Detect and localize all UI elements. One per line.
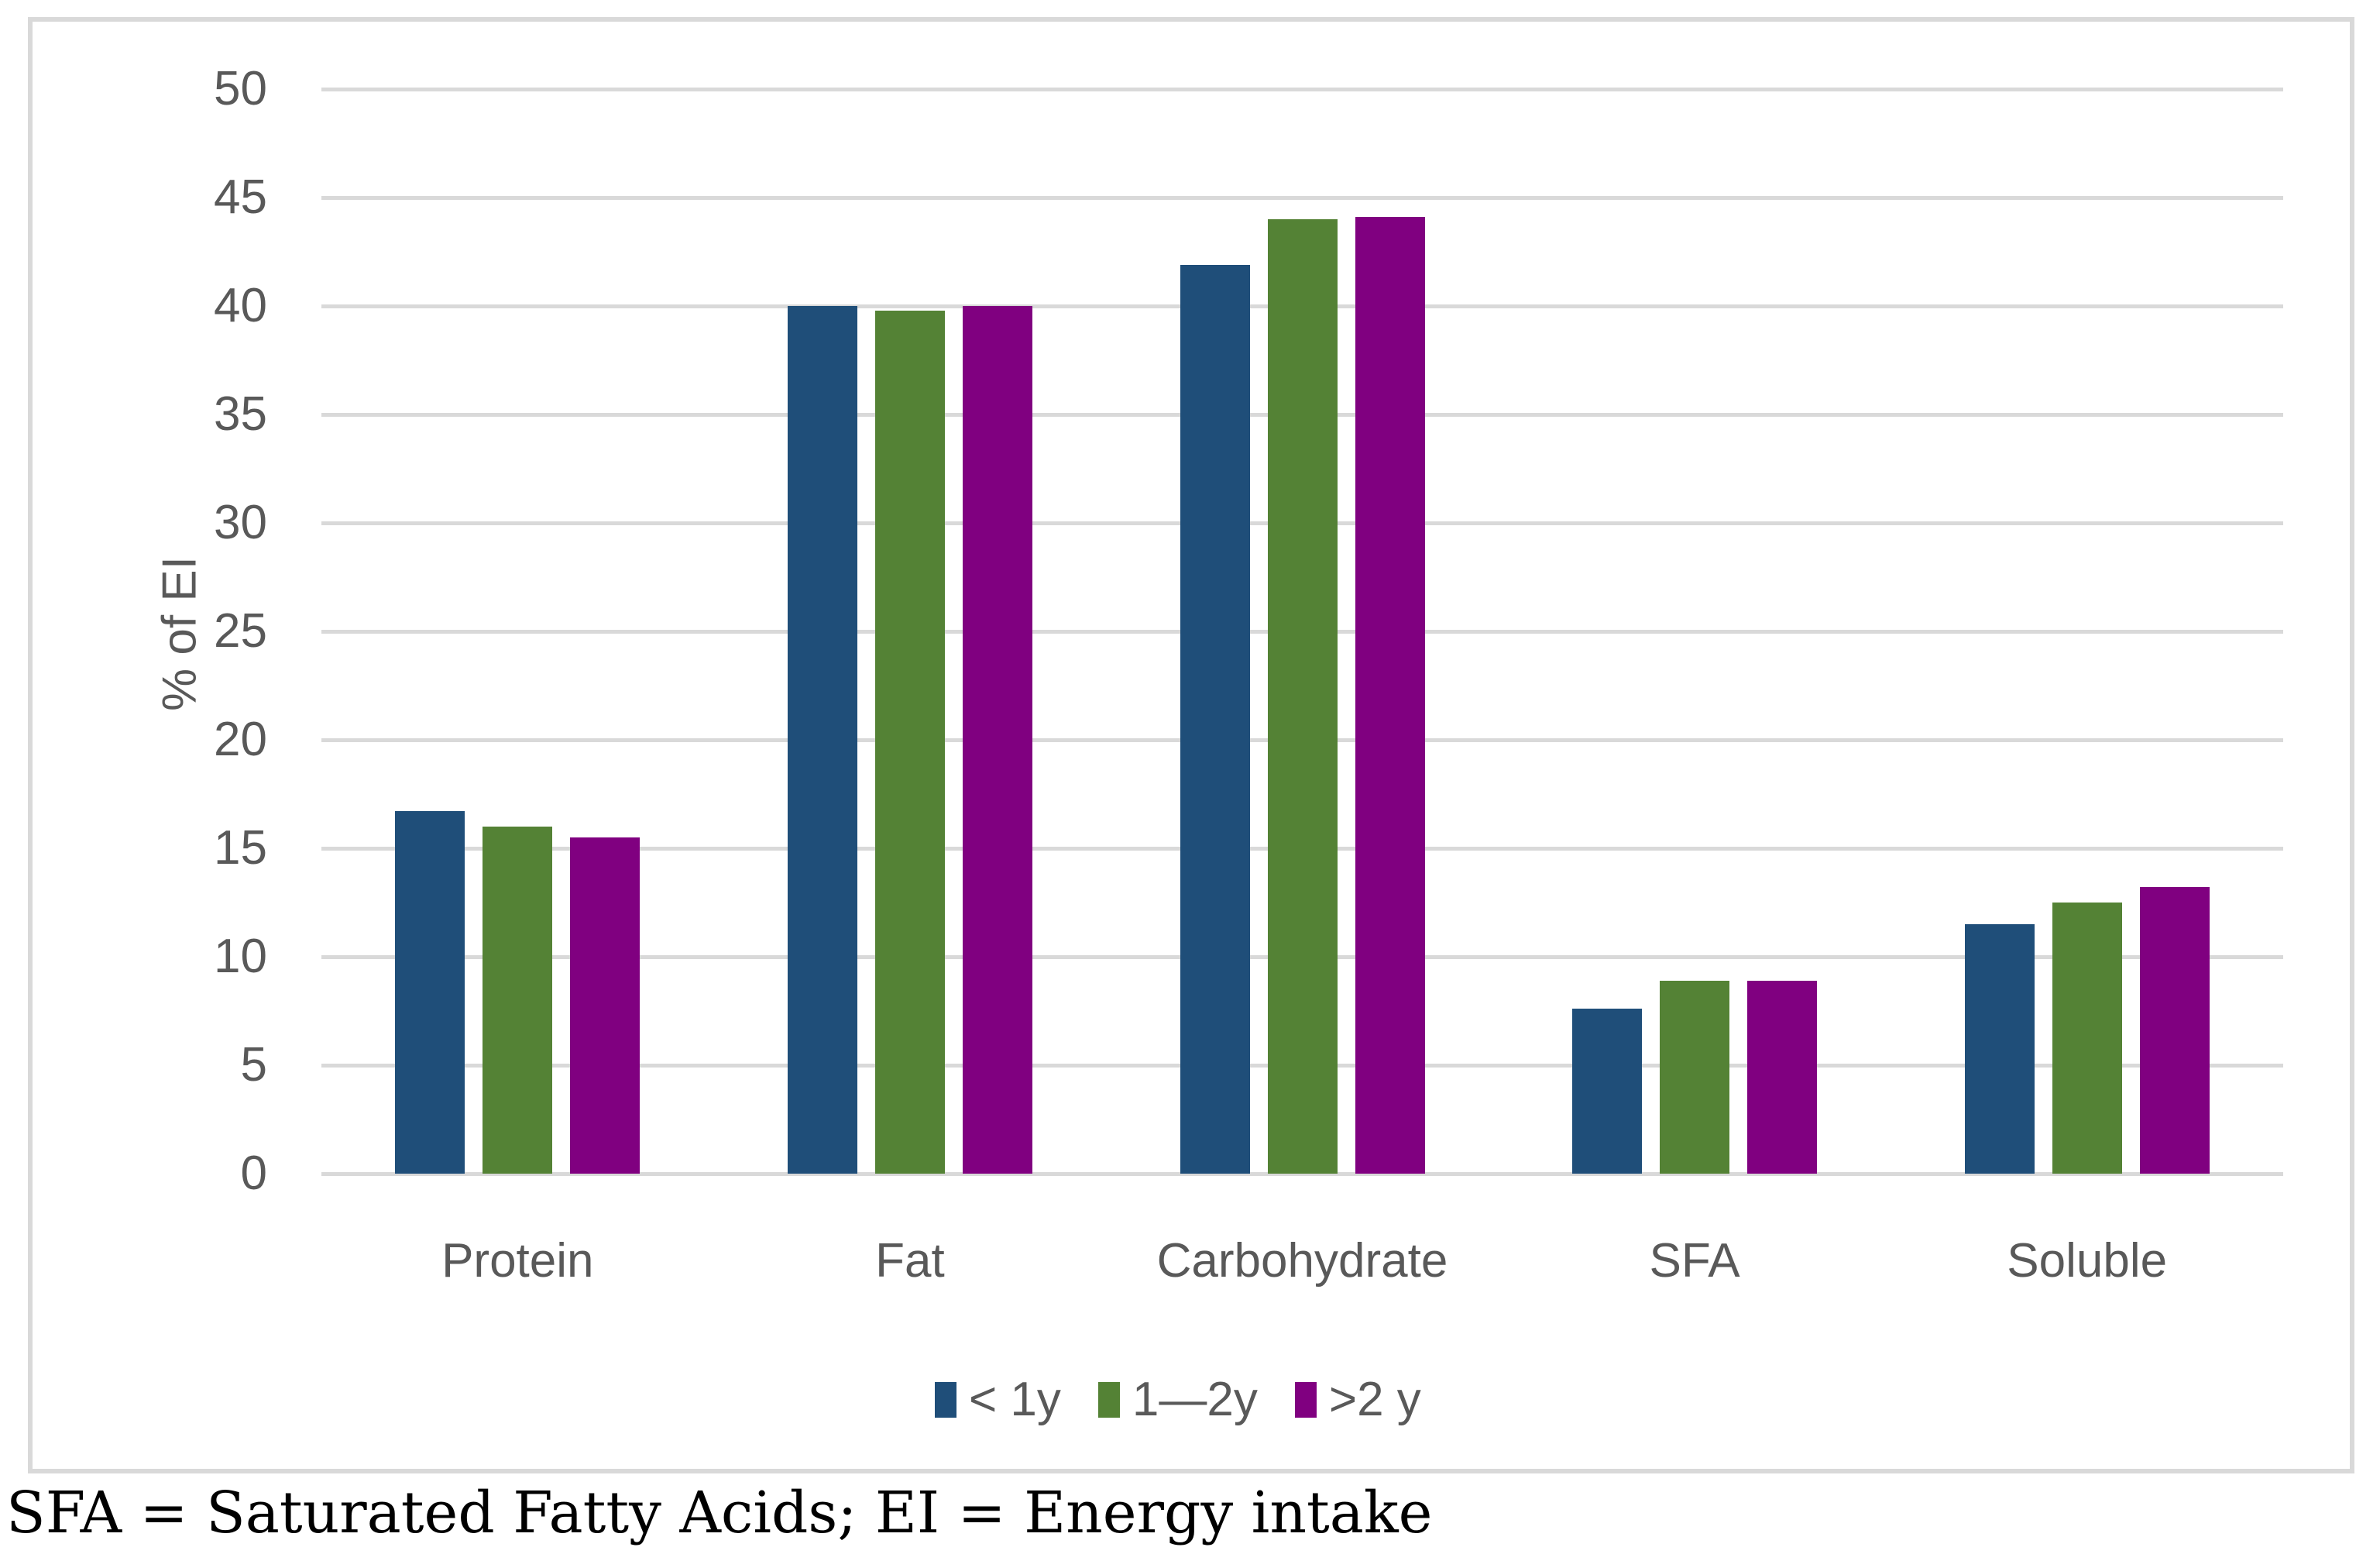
bar-carbohydrate-1-2y — [1267, 219, 1338, 1174]
legend-item-1-2y: 1—2y — [1097, 1373, 1258, 1426]
bar-sfa-1-2y — [1660, 980, 1730, 1174]
y-tick-label-0: 0 — [240, 1147, 267, 1200]
y-tick-label-15: 15 — [214, 821, 267, 875]
y-tick-label-5: 5 — [240, 1038, 267, 1092]
y-tick-label-40: 40 — [214, 279, 267, 332]
bar-carbohydrate-1y — [1180, 264, 1250, 1174]
bar-soluble-1y — [1964, 924, 2035, 1174]
gridline-45 — [321, 196, 2283, 200]
bar-protein-1y — [395, 811, 465, 1174]
bar-fat-1y — [787, 306, 857, 1174]
bar-carbohydrate-2-y — [1355, 217, 1425, 1174]
gridline-0 — [321, 1172, 2283, 1176]
legend-item-2-y: >2 y — [1294, 1373, 1421, 1426]
x-axis-label-sfa: SFA — [1649, 1234, 1740, 1288]
bar-protein-1-2y — [483, 827, 553, 1174]
bar-soluble-2-y — [2139, 887, 2210, 1174]
y-tick-label-30: 30 — [214, 496, 267, 549]
legend-label-1-2y: 1—2y — [1132, 1373, 1258, 1426]
x-axis-label-protein: Protein — [441, 1234, 594, 1288]
legend-swatch-1y — [935, 1382, 956, 1418]
x-axis-label-fat: Fat — [875, 1234, 945, 1288]
x-axis-label-soluble: Soluble — [2007, 1234, 2168, 1288]
bar-soluble-1-2y — [2052, 903, 2122, 1174]
bar-sfa-2-y — [1747, 980, 1818, 1174]
legend-swatch-2-y — [1294, 1382, 1317, 1418]
legend: < 1y 1—2y >2 y — [935, 1376, 1421, 1424]
chart-frame: 0 5 10 15 20 25 30 35 40 45 50 Protein Fat Carbohydr… — [28, 17, 2354, 1473]
bar-sfa-1y — [1572, 1009, 1643, 1174]
gridline-50 — [321, 88, 2283, 91]
bar-fat-2-y — [962, 306, 1032, 1174]
bar-fat-1-2y — [874, 310, 945, 1174]
y-tick-label-25: 25 — [214, 604, 267, 658]
y-tick-label-45: 45 — [214, 170, 267, 224]
y-tick-label-10: 10 — [214, 930, 267, 983]
caption: SFA = Saturated Fatty Acids; EI = Energy… — [6, 1480, 1433, 1546]
legend-label-2-y: >2 y — [1328, 1373, 1421, 1426]
y-tick-label-35: 35 — [214, 387, 267, 441]
legend-label-1y: < 1y — [969, 1373, 1061, 1426]
x-axis-label-carbohydrate: Carbohydrate — [1156, 1234, 1448, 1288]
y-tick-label-50: 50 — [214, 62, 267, 115]
y-tick-label-20: 20 — [214, 713, 267, 766]
legend-item-1y: < 1y — [935, 1376, 1061, 1424]
bar-protein-2-y — [570, 837, 641, 1174]
legend-swatch-1-2y — [1097, 1382, 1120, 1418]
y-axis-title: % of EI — [153, 556, 207, 711]
